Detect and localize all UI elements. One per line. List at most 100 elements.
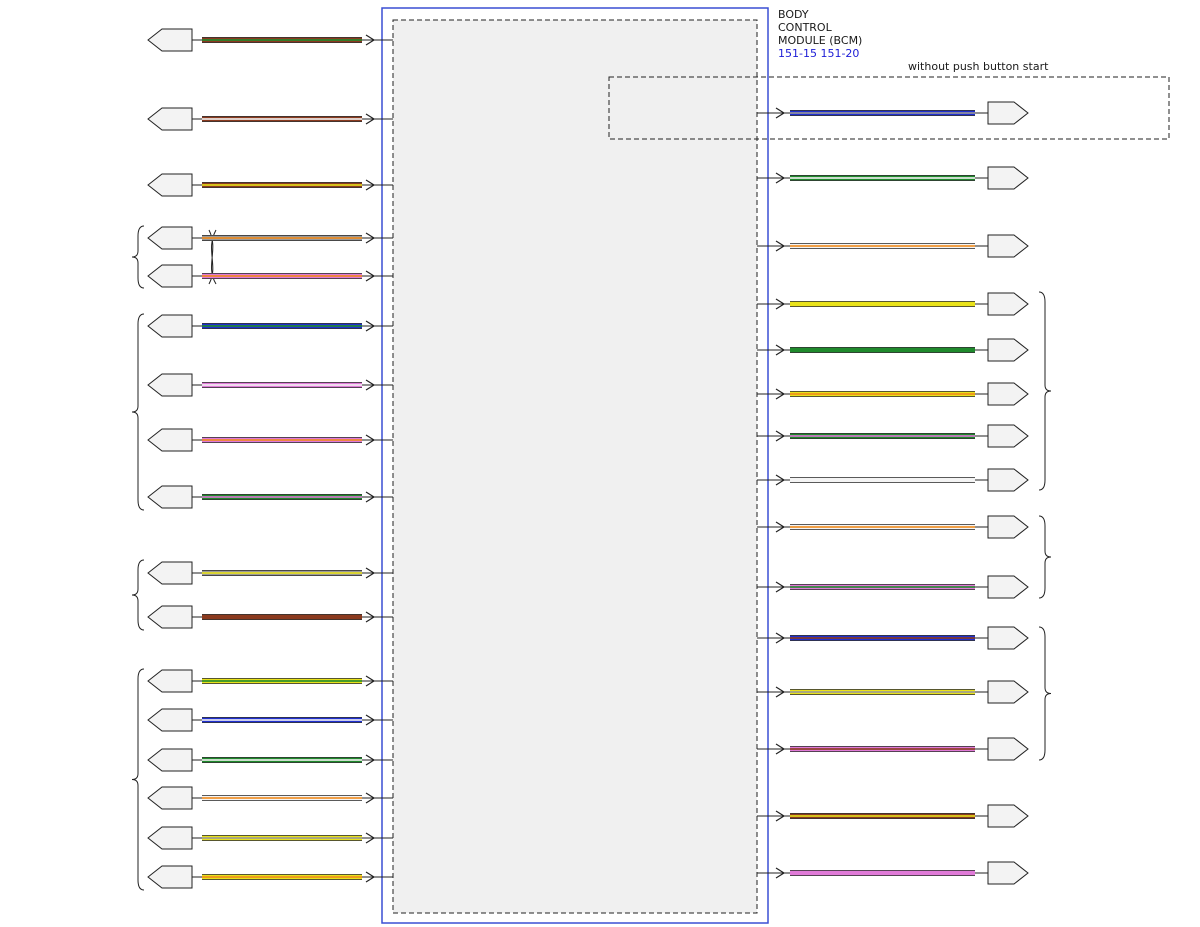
right-wire-stripe (790, 245, 975, 247)
left-wire-stripe (202, 719, 362, 721)
left-circuit (147, 428, 393, 452)
left-wire-body (202, 614, 362, 620)
door-locks-brace (1038, 626, 1052, 761)
left-circuit (147, 561, 393, 585)
left-wire-stripe (202, 184, 362, 186)
right-circuit (757, 804, 1029, 828)
right-circuit (757, 166, 1029, 190)
right-pin-arrow (775, 430, 786, 442)
right-circuit (757, 292, 1029, 316)
right-circuit (757, 468, 1029, 492)
right-pin-arrow (775, 388, 786, 400)
left-circuit (147, 708, 393, 732)
left-harness-connector (147, 264, 193, 288)
right-harness-connector (987, 234, 1029, 258)
left-pin-arrow (365, 871, 376, 883)
left-circuit (147, 28, 393, 52)
left-harness-connector (147, 605, 193, 629)
left-pin-arrow (365, 611, 376, 623)
left-harness-connector (147, 561, 193, 585)
right-circuit (757, 737, 1029, 761)
left-pin-arrow (365, 491, 376, 503)
right-circuit (757, 575, 1029, 599)
module-title-line-3: MODULE (BCM) (778, 34, 862, 47)
left-harness-connector (147, 173, 193, 197)
push-button-start-region (608, 76, 1170, 140)
left-wire-stripe (202, 325, 362, 327)
left-circuit (147, 107, 393, 131)
right-wire-stripe (790, 526, 975, 528)
right-wire-stripe (790, 586, 975, 588)
left-circuit (147, 865, 393, 889)
left-wire-stripe (202, 275, 362, 277)
left-pin-arrow (365, 320, 376, 332)
module-refs: 151-15 151-20 (778, 47, 859, 60)
right-pin-arrow (775, 632, 786, 644)
right-harness-connector (987, 166, 1029, 190)
parking-aid-brace (131, 668, 145, 891)
left-pin-arrow (365, 34, 376, 46)
module-title-line-1: BODY (778, 8, 809, 21)
left-harness-connector (147, 708, 193, 732)
right-circuit (757, 680, 1029, 704)
right-circuit (757, 338, 1029, 362)
right-pin-arrow (775, 298, 786, 310)
right-pin-arrow (775, 107, 786, 119)
right-circuit (757, 234, 1029, 258)
right-pin-arrow (775, 810, 786, 822)
right-pin-arrow (775, 474, 786, 486)
left-harness-connector (147, 865, 193, 889)
right-circuit (757, 515, 1029, 539)
left-wire-stripe (202, 496, 362, 498)
left-circuit (147, 314, 393, 338)
right-harness-connector (987, 382, 1029, 406)
left-harness-connector (147, 373, 193, 397)
right-circuit (757, 424, 1029, 448)
right-wire-body (790, 301, 975, 307)
left-circuit (147, 226, 393, 250)
right-wire-stripe (790, 177, 975, 179)
right-harness-connector (987, 680, 1029, 704)
left-wire-stripe (202, 876, 362, 878)
left-circuit (147, 373, 393, 397)
left-pin-arrow (365, 434, 376, 446)
left-pin-arrow (365, 567, 376, 579)
left-wire-stripe (202, 572, 362, 574)
right-pin-arrow (775, 521, 786, 533)
left-pin-arrow (365, 179, 376, 191)
left-circuit (147, 748, 393, 772)
left-harness-connector (147, 28, 193, 52)
module-title-line-2: CONTROL (778, 21, 833, 34)
right-wire-stripe (790, 748, 975, 750)
right-wire-stripe (790, 691, 975, 693)
left-circuit (147, 826, 393, 850)
left-circuit (147, 485, 393, 509)
right-harness-connector (987, 575, 1029, 599)
bcm-module-internal-box (392, 19, 758, 914)
left-wire-stripe (202, 759, 362, 761)
right-wire-stripe (790, 112, 975, 114)
right-wire-stripe (790, 393, 975, 395)
right-wire-stripe (790, 435, 975, 437)
right-harness-connector (987, 626, 1029, 650)
right-circuit (757, 101, 1029, 125)
right-pin-arrow (775, 686, 786, 698)
left-harness-connector (147, 428, 193, 452)
left-harness-connector (147, 786, 193, 810)
right-wire-stripe (790, 815, 975, 817)
left-wire-stripe (202, 797, 362, 799)
seats-brace (131, 559, 145, 631)
left-wire-stripe (202, 439, 362, 441)
left-wire-stripe (202, 118, 362, 120)
network-brace (131, 225, 145, 289)
right-circuit (757, 382, 1029, 406)
left-wire-stripe (202, 237, 362, 239)
left-harness-connector (147, 485, 193, 509)
right-pin-arrow (775, 240, 786, 252)
right-circuit (757, 626, 1029, 650)
right-pin-arrow (775, 344, 786, 356)
left-wire-stripe (202, 384, 362, 386)
right-pin-arrow (775, 743, 786, 755)
left-harness-connector (147, 826, 193, 850)
left-harness-connector (147, 107, 193, 131)
